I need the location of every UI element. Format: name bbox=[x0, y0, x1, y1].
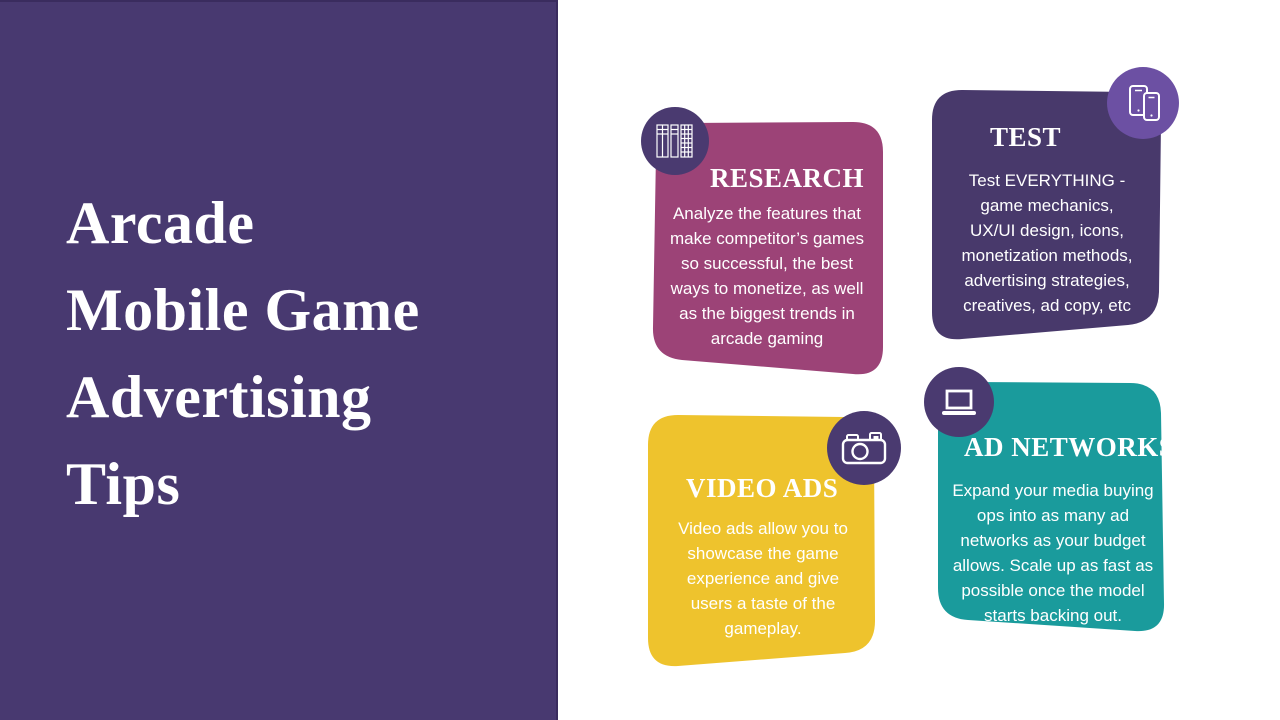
card-research-body: Analyze the features that make competito… bbox=[669, 204, 864, 348]
smartphones-icon bbox=[1121, 81, 1165, 125]
research-icon-badge bbox=[641, 107, 709, 175]
card-test-body: Test EVERYTHING - game mechanics, UX/UI … bbox=[961, 171, 1133, 315]
camera-icon bbox=[839, 427, 889, 469]
card-research: RESEARCH Analyze the features that make … bbox=[648, 115, 888, 383]
video-ads-icon-badge bbox=[827, 411, 901, 485]
ad-networks-icon-badge bbox=[924, 367, 994, 437]
laptop-icon bbox=[937, 382, 981, 422]
card-ad-networks-title: AD NETWORKS bbox=[964, 432, 1175, 462]
card-video-ads: VIDEO ADS Video ads allow you to showcas… bbox=[646, 413, 880, 671]
card-ad-networks-body: Expand your media buying ops into as man… bbox=[952, 481, 1154, 625]
card-video-ads-body: Video ads allow you to showcase the game… bbox=[678, 519, 848, 638]
test-icon-badge bbox=[1107, 67, 1179, 139]
card-research-shape bbox=[652, 122, 883, 375]
slide-title: Arcade Mobile Game Advertising Tips bbox=[66, 190, 420, 517]
card-test-title: TEST bbox=[990, 122, 1062, 152]
card-ad-networks-shape bbox=[938, 382, 1165, 632]
buildings-icon bbox=[655, 123, 695, 159]
left-panel: Arcade Mobile Game Advertising Tips bbox=[0, 0, 558, 720]
card-research-title: RESEARCH bbox=[710, 163, 865, 193]
card-test: TEST Test EVERYTHING - game mechanics, U… bbox=[928, 84, 1168, 346]
card-test-shape bbox=[932, 90, 1162, 340]
card-video-ads-title: VIDEO ADS bbox=[686, 473, 839, 503]
card-ad-networks: AD NETWORKS Expand your media buying ops… bbox=[936, 378, 1174, 636]
card-video-ads-shape bbox=[648, 415, 875, 667]
